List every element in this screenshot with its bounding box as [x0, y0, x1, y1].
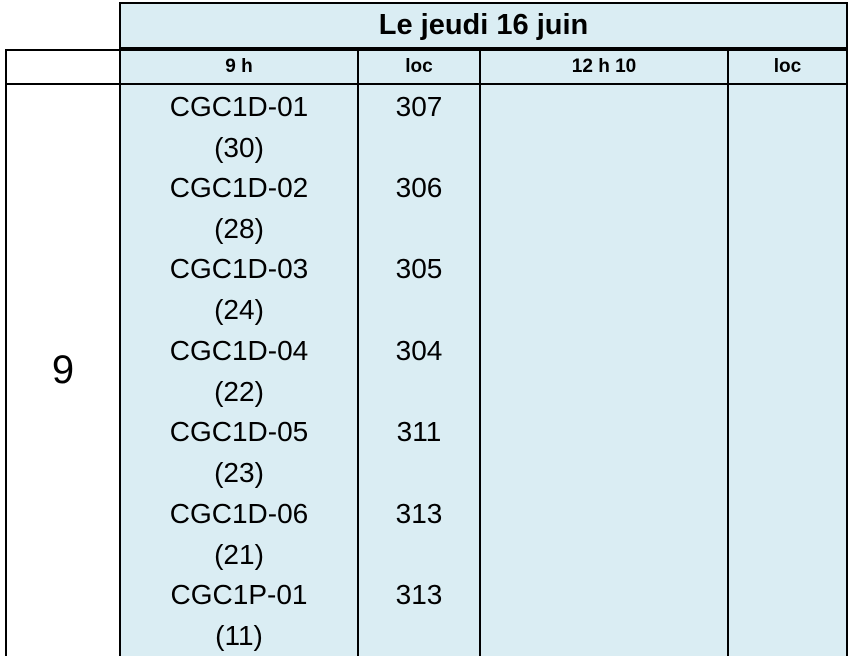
- header-afternoon-location: loc: [727, 49, 848, 85]
- room-number: 305: [395, 253, 443, 284]
- student-count: (22): [214, 376, 264, 407]
- course-code: CGC1D-02: [169, 172, 309, 203]
- header-morning-location: loc: [357, 49, 479, 85]
- student-count: (11): [215, 620, 263, 651]
- morning-courses-column: CGC1D-01 (30) CGC1D-02 (28) CGC1D-03 (24…: [119, 85, 357, 656]
- room-number: 311: [396, 416, 442, 447]
- student-count: (28): [214, 213, 264, 244]
- room-number: 306: [395, 172, 443, 203]
- room-number: 313: [395, 579, 443, 610]
- course-code: CGC1D-01: [169, 91, 309, 122]
- course-code: CGC1D-05: [169, 416, 309, 447]
- course-code: CGC1D-06: [169, 498, 309, 529]
- room-number: 304: [395, 335, 443, 366]
- grade-cell: 9: [5, 85, 119, 656]
- morning-rooms-column: 307 306 305 304 311 313 313: [357, 85, 479, 656]
- header-blank-cell: [5, 49, 119, 85]
- date-title: Le jeudi 16 juin: [119, 2, 848, 49]
- header-afternoon-time: 12 h 10: [479, 49, 727, 85]
- room-number: 307: [395, 91, 443, 122]
- afternoon-courses-column: [479, 85, 727, 656]
- afternoon-rooms-column: [727, 85, 848, 656]
- room-number: 313: [395, 498, 443, 529]
- student-count: (23): [214, 457, 264, 488]
- student-count: (21): [214, 539, 264, 570]
- course-code: CGC1D-04: [169, 335, 309, 366]
- student-count: (24): [214, 294, 264, 325]
- student-count: (30): [214, 132, 264, 163]
- header-morning-time: 9 h: [119, 49, 357, 85]
- course-code: CGC1P-01: [170, 579, 308, 610]
- course-code: CGC1D-03: [169, 253, 309, 284]
